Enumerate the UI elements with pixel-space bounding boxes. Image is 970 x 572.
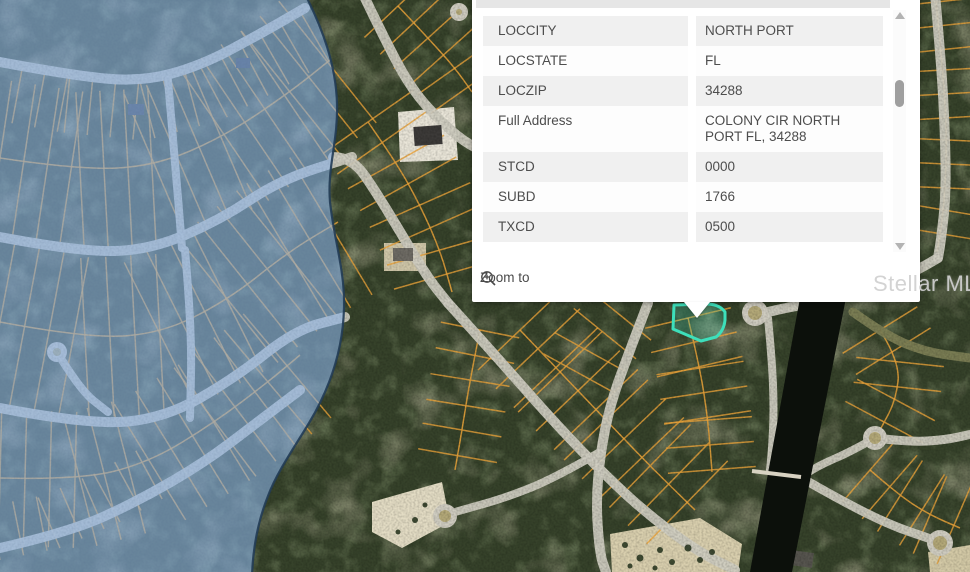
table-row: LOCCITY NORTH PORT bbox=[483, 16, 883, 46]
selection-overlay-edge bbox=[251, 0, 346, 572]
feature-popup: LOCCITY NORTH PORT LOCSTATE FL LOCZIP 34… bbox=[472, 0, 920, 318]
scroll-down-icon[interactable] bbox=[895, 243, 905, 250]
canal-bridge bbox=[751, 469, 802, 479]
attr-label: SUBD bbox=[483, 182, 688, 212]
attr-label: TXCD bbox=[483, 212, 688, 242]
attr-label: LOCSTATE bbox=[483, 46, 688, 76]
attr-label: LOCZIP bbox=[483, 76, 688, 106]
zoom-to-button[interactable]: Zoom to bbox=[480, 270, 530, 286]
attr-label: LOCCITY bbox=[483, 16, 688, 46]
attr-label: Full Address bbox=[483, 106, 688, 152]
attr-value: 34288 bbox=[696, 76, 883, 106]
zoom-to-magnifier-icon bbox=[481, 271, 496, 286]
attr-value: NORTH PORT bbox=[696, 16, 883, 46]
attr-value: 0500 bbox=[696, 212, 883, 242]
attr-value: 0000 bbox=[696, 152, 883, 182]
attribute-table: LOCCITY NORTH PORT LOCSTATE FL LOCZIP 34… bbox=[483, 16, 883, 242]
popup-scrolled-row-remnant bbox=[476, 0, 890, 8]
table-row: LOCSTATE FL bbox=[483, 46, 883, 76]
attr-value: 1766 bbox=[696, 182, 883, 212]
selection-overlay bbox=[0, 0, 346, 572]
attr-value: FL bbox=[696, 46, 883, 76]
zoom-to-label: Zoom to bbox=[480, 270, 530, 285]
stellar-mls-watermark: Stellar MLS bbox=[873, 271, 970, 296]
canal-waterway bbox=[750, 298, 846, 572]
table-row: TXCD 0500 bbox=[483, 212, 883, 242]
table-row: LOCZIP 34288 bbox=[483, 76, 883, 106]
scrollbar-thumb[interactable] bbox=[895, 80, 904, 107]
scroll-up-icon[interactable] bbox=[895, 12, 905, 19]
attr-value: COLONY CIR NORTH PORT FL, 34288 bbox=[696, 106, 883, 152]
attr-label: STCD bbox=[483, 152, 688, 182]
popup-callout-arrow bbox=[684, 302, 710, 318]
popup-scrollbar[interactable] bbox=[893, 10, 906, 252]
table-row: SUBD 1766 bbox=[483, 182, 883, 212]
table-row: Full Address COLONY CIR NORTH PORT FL, 3… bbox=[483, 106, 883, 152]
table-row: STCD 0000 bbox=[483, 152, 883, 182]
